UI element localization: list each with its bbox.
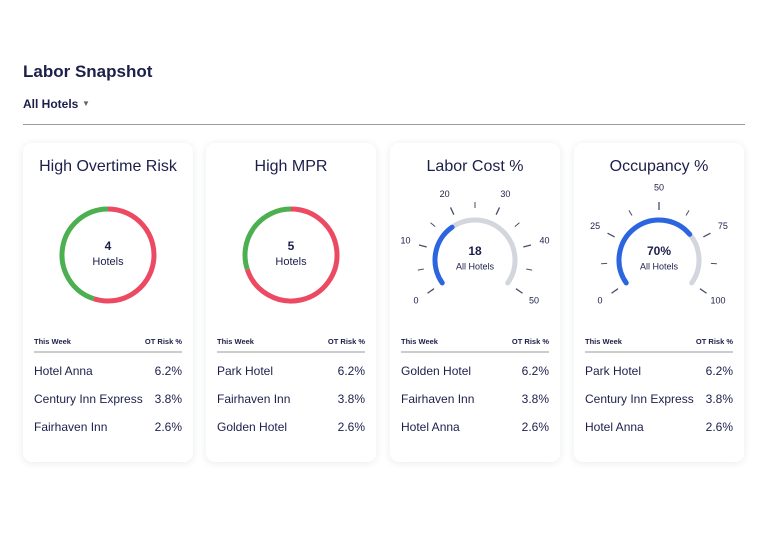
risk-value: 3.8% <box>522 392 550 406</box>
gauge-minor-tick <box>417 268 424 271</box>
gauge-tick-label: 50 <box>654 182 664 192</box>
gauge-tick-label: 20 <box>440 189 450 199</box>
hotel-name: Century Inn Express <box>585 392 694 406</box>
gauge-value-arc <box>616 217 693 286</box>
table-header: OT Risk % <box>696 337 733 346</box>
page-title: Labor Snapshot <box>23 62 153 81</box>
risk-value: 3.8% <box>338 392 366 406</box>
gauge-value: 5 <box>288 239 295 253</box>
table-header: OT Risk % <box>512 337 549 346</box>
table-header: This Week <box>217 337 255 346</box>
table-header: OT Risk % <box>328 337 365 346</box>
card-title: Labor Cost % <box>427 158 524 175</box>
hotel-name: Golden Hotel <box>401 364 471 378</box>
card: High MPR 5 Hotels This Week OT Risk % Park Ho… <box>206 143 376 462</box>
gauge-tick-label: 0 <box>414 296 419 306</box>
gauge-tick-label: 10 <box>400 236 410 246</box>
risk-value: 6.2% <box>155 364 183 378</box>
card-graphic: High Overtime Risk 4 Hotels This Week OT Ris… <box>34 158 183 434</box>
hotel-name: Fairhaven Inn <box>217 392 290 406</box>
gauge-tick-label: 25 <box>590 221 600 231</box>
risk-value: 6.2% <box>706 364 734 378</box>
gauge-value: 70% <box>647 244 671 258</box>
gauge-minor-tick <box>685 210 690 216</box>
filter-caret[interactable]: ▼ <box>82 99 90 108</box>
gauge-value-arc <box>432 224 455 286</box>
risk-value: 2.6% <box>706 420 734 434</box>
table-header: This Week <box>585 337 623 346</box>
gauge-label: Hotels <box>275 256 307 268</box>
gauge-tick-label: 40 <box>540 236 550 246</box>
risk-value: 6.2% <box>338 364 366 378</box>
table-header: This Week <box>401 337 439 346</box>
gauge-label: Hotels <box>92 256 124 268</box>
gauge-value: 18 <box>468 244 482 258</box>
gauge-tick-label: 100 <box>710 296 725 306</box>
gauge-tick-label: 50 <box>529 296 539 306</box>
risk-value: 6.2% <box>522 364 550 378</box>
card-graphic: High MPR 5 Hotels This Week OT Risk % Park Ho… <box>217 158 366 434</box>
gauge-tick <box>418 244 427 248</box>
hotel-name: Century Inn Express <box>34 392 143 406</box>
hotel-name: Park Hotel <box>585 364 641 378</box>
hotel-filter[interactable]: All Hotels <box>23 97 79 111</box>
card: High Overtime Risk 4 Hotels This Week OT Ris… <box>23 143 193 462</box>
risk-value: 3.8% <box>155 392 183 406</box>
card-title: High MPR <box>255 158 328 175</box>
gauge-tick <box>607 232 615 238</box>
donut-segment <box>59 206 109 302</box>
risk-value: 2.6% <box>155 420 183 434</box>
hotel-name: Hotel Anna <box>34 364 93 378</box>
table-header: OT Risk % <box>145 337 182 346</box>
gauge-tick-label: 75 <box>718 221 728 231</box>
risk-value: 2.6% <box>522 420 550 434</box>
gauge-tick <box>611 288 619 294</box>
gauge-tick <box>523 244 532 248</box>
risk-value: 2.6% <box>338 420 366 434</box>
gauge-tick <box>449 207 455 215</box>
risk-value: 3.8% <box>706 392 734 406</box>
gauge-tick-label: 30 <box>500 189 510 199</box>
table-header: This Week <box>34 337 72 346</box>
donut-segment <box>242 206 292 270</box>
gauge-minor-tick <box>514 222 520 227</box>
card-title: High Overtime Risk <box>39 158 178 175</box>
gauge-tick-label: 0 <box>598 296 603 306</box>
donut-segment <box>93 206 157 304</box>
divider <box>23 124 745 125</box>
gauge-tick <box>427 288 435 294</box>
card-graphic: Labor Cost % 0 10 20 30 40 50 18 All Hotels This … <box>400 158 550 434</box>
card: Labor Cost % 0 10 20 30 40 50 18 All Hotels This … <box>390 143 560 462</box>
card-title: Occupancy % <box>610 158 709 175</box>
donut-segment <box>244 206 340 304</box>
gauge-label: All Hotels <box>640 261 679 271</box>
hotel-name: Golden Hotel <box>217 420 287 434</box>
gauge-tick <box>495 207 501 215</box>
gauge-value: 4 <box>105 239 112 253</box>
card-graphic: Occupancy % 0 25 50 75 100 70% All Hotels This W… <box>585 158 734 434</box>
gauge-label: All Hotels <box>456 261 495 271</box>
hotel-name: Hotel Anna <box>585 420 644 434</box>
hotel-name: Hotel Anna <box>401 420 460 434</box>
card: Occupancy % 0 25 50 75 100 70% All Hotels This W… <box>574 143 744 462</box>
gauge-tick <box>699 288 707 294</box>
gauge-minor-tick <box>628 210 633 216</box>
gauge-minor-tick <box>430 222 436 227</box>
hotel-name: Park Hotel <box>217 364 273 378</box>
gauge-tick <box>703 232 711 238</box>
gauge-tick <box>515 288 523 294</box>
hotel-name: Fairhaven Inn <box>34 420 107 434</box>
gauge-minor-tick <box>526 268 533 271</box>
hotel-name: Fairhaven Inn <box>401 392 474 406</box>
